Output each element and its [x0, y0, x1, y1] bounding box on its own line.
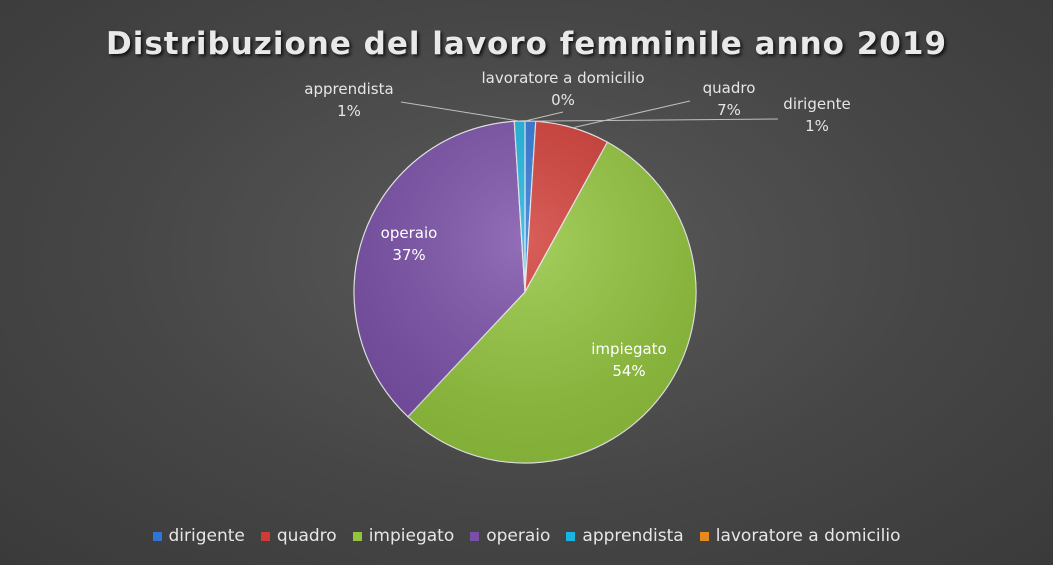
legend-swatch — [699, 531, 709, 541]
legend-swatch — [352, 531, 362, 541]
data-label-quadro: quadro 7% — [703, 79, 756, 119]
legend-swatch — [152, 531, 162, 541]
leader-line-apprendista — [400, 101, 520, 122]
legend-label: apprendista — [582, 526, 684, 546]
legend-label: quadro — [276, 526, 337, 546]
legend-item-lavoratore-a-domicilio: lavoratore a domicilio — [699, 526, 901, 546]
legend-swatch — [470, 531, 480, 541]
leader-line-dirigente — [530, 118, 779, 122]
chart-legend: dirigente quadro impiegato operaio apprendis… — [0, 526, 1053, 546]
legend-item-impiegato: impiegato — [352, 526, 455, 546]
legend-label: dirigente — [168, 526, 245, 546]
data-label-operaio: operaio 37% — [381, 224, 438, 264]
data-label-lavoratore-a-domicilio: lavoratore a domicilio 0% — [481, 69, 644, 109]
data-label-impiegato: impiegato 54% — [591, 340, 666, 380]
legend-label: lavoratore a domicilio — [715, 526, 901, 546]
legend-label: impiegato — [368, 526, 455, 546]
legend-swatch — [566, 531, 576, 541]
legend-item-quadro: quadro — [260, 526, 337, 546]
leader-line-lavoratore-a-domicilio — [524, 111, 564, 122]
legend-item-operaio: operaio — [470, 526, 550, 546]
data-label-apprendista: apprendista 1% — [304, 80, 393, 120]
legend-swatch — [260, 531, 270, 541]
legend-item-apprendista: apprendista — [566, 526, 684, 546]
legend-label: operaio — [486, 526, 551, 546]
legend-item-dirigente: dirigente — [152, 526, 245, 546]
chart-title: Distribuzione del lavoro femminile anno … — [105, 26, 948, 62]
data-label-dirigente: dirigente 1% — [783, 95, 850, 135]
leader-line-quadro — [572, 100, 691, 129]
